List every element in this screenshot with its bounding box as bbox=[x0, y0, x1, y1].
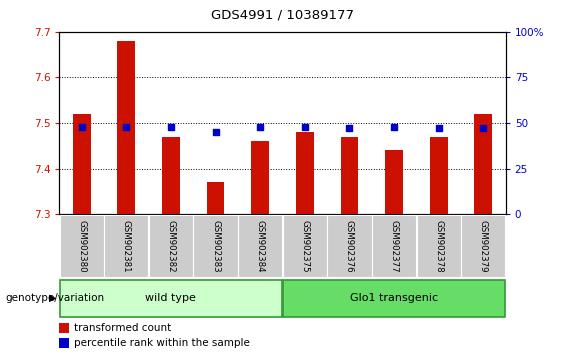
FancyBboxPatch shape bbox=[59, 215, 104, 277]
Text: ▶: ▶ bbox=[49, 293, 56, 303]
Bar bbox=[251, 141, 269, 214]
Bar bbox=[59, 324, 69, 333]
Text: GSM902375: GSM902375 bbox=[301, 220, 309, 272]
FancyBboxPatch shape bbox=[327, 215, 372, 277]
Text: GSM902381: GSM902381 bbox=[122, 220, 131, 272]
Text: GSM902384: GSM902384 bbox=[256, 220, 264, 272]
Point bbox=[167, 124, 176, 130]
Text: GSM902379: GSM902379 bbox=[479, 220, 488, 272]
FancyBboxPatch shape bbox=[416, 215, 461, 277]
Bar bbox=[73, 114, 90, 214]
Point bbox=[434, 126, 444, 131]
Point bbox=[211, 129, 220, 135]
FancyBboxPatch shape bbox=[461, 215, 506, 277]
Text: GSM902377: GSM902377 bbox=[390, 220, 398, 272]
Bar bbox=[118, 41, 135, 214]
Text: GSM902382: GSM902382 bbox=[167, 220, 175, 272]
Text: wild type: wild type bbox=[145, 293, 197, 303]
Text: GSM902378: GSM902378 bbox=[434, 220, 443, 272]
Point bbox=[479, 126, 488, 131]
Point bbox=[301, 124, 310, 130]
Bar bbox=[207, 182, 224, 214]
FancyBboxPatch shape bbox=[238, 215, 282, 277]
Text: GSM902376: GSM902376 bbox=[345, 220, 354, 272]
Text: GSM902380: GSM902380 bbox=[77, 220, 86, 272]
FancyBboxPatch shape bbox=[149, 215, 193, 277]
Text: GSM902383: GSM902383 bbox=[211, 220, 220, 272]
Text: GDS4991 / 10389177: GDS4991 / 10389177 bbox=[211, 9, 354, 22]
Bar bbox=[162, 137, 180, 214]
Text: percentile rank within the sample: percentile rank within the sample bbox=[73, 338, 250, 348]
FancyBboxPatch shape bbox=[282, 215, 327, 277]
Text: Glo1 transgenic: Glo1 transgenic bbox=[350, 293, 438, 303]
Bar bbox=[430, 137, 447, 214]
FancyBboxPatch shape bbox=[282, 280, 506, 316]
Text: genotype/variation: genotype/variation bbox=[6, 293, 105, 303]
FancyBboxPatch shape bbox=[193, 215, 238, 277]
Bar bbox=[59, 338, 69, 348]
FancyBboxPatch shape bbox=[59, 280, 282, 316]
Bar bbox=[385, 150, 403, 214]
Bar bbox=[296, 132, 314, 214]
FancyBboxPatch shape bbox=[372, 215, 416, 277]
Point bbox=[255, 124, 264, 130]
Bar bbox=[341, 137, 358, 214]
FancyBboxPatch shape bbox=[104, 215, 149, 277]
Point bbox=[345, 126, 354, 131]
Point bbox=[390, 124, 399, 130]
Text: transformed count: transformed count bbox=[73, 323, 171, 333]
Point bbox=[77, 124, 86, 130]
Bar bbox=[475, 114, 492, 214]
Point bbox=[122, 124, 131, 130]
